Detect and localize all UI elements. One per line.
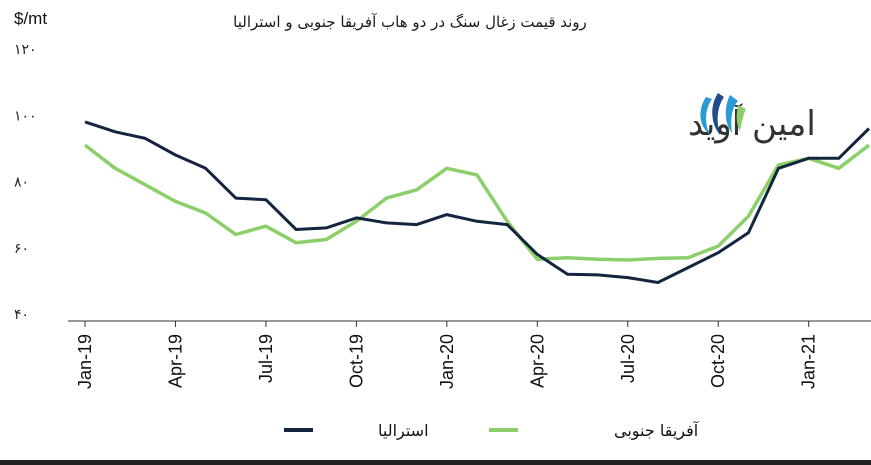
y-axis-unit: $/mt	[14, 9, 47, 28]
series-lines	[83, 120, 871, 284]
y-tick-label: ۸۰	[14, 175, 29, 191]
x-tick-label: Jul-20	[618, 334, 638, 383]
legend-label-south-africa: آفریقا جنوبی	[614, 421, 700, 441]
x-tick-label: Apr-19	[165, 334, 185, 388]
logo-text: امین آوید	[688, 103, 816, 144]
y-tick-label: ۴۰	[14, 307, 29, 323]
x-tick-label: Jul-19	[256, 334, 276, 383]
legend: استرالیا آفریقا جنوبی	[284, 421, 700, 441]
x-tick-label: Jan-19	[75, 334, 95, 389]
x-tick-label: Jan-21	[799, 334, 819, 389]
y-tick-label: ۱۲۰	[14, 42, 37, 58]
logo: امین آوید	[688, 93, 816, 144]
x-tick-label: Jan-20	[437, 334, 457, 389]
legend-label-australia: استرالیا	[378, 421, 429, 441]
y-tick-label: ۶۰	[14, 241, 29, 257]
series-line-australia	[84, 120, 871, 284]
y-axis-ticks: ۴۰ ۶۰ ۸۰ ۱۰۰ ۱۲۰	[14, 42, 37, 323]
x-tick-label: Oct-19	[346, 334, 366, 388]
y-tick-label: ۱۰۰	[14, 108, 37, 124]
bottom-border	[0, 460, 871, 465]
chart-title: روند قیمت زغال سنگ در دو هاب آفریقا جنوب…	[233, 13, 587, 31]
x-tick-label: Apr-20	[527, 334, 547, 388]
series-line-south-africa	[83, 143, 871, 262]
logo-swoosh-icon	[700, 93, 746, 135]
x-tick-label: Oct-20	[708, 334, 728, 388]
x-axis-ticks: Jan-19 Apr-19 Jul-19 Oct-19 Jan-20 Apr-20 Jul-…	[75, 321, 819, 389]
